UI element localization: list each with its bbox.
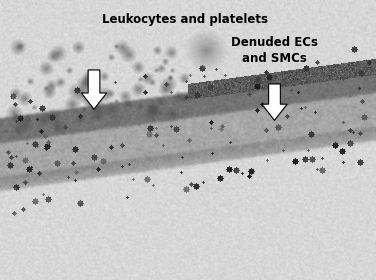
- Text: Denuded ECs
and SMCs: Denuded ECs and SMCs: [231, 36, 318, 65]
- Text: Leukocytes and platelets: Leukocytes and platelets: [102, 13, 267, 26]
